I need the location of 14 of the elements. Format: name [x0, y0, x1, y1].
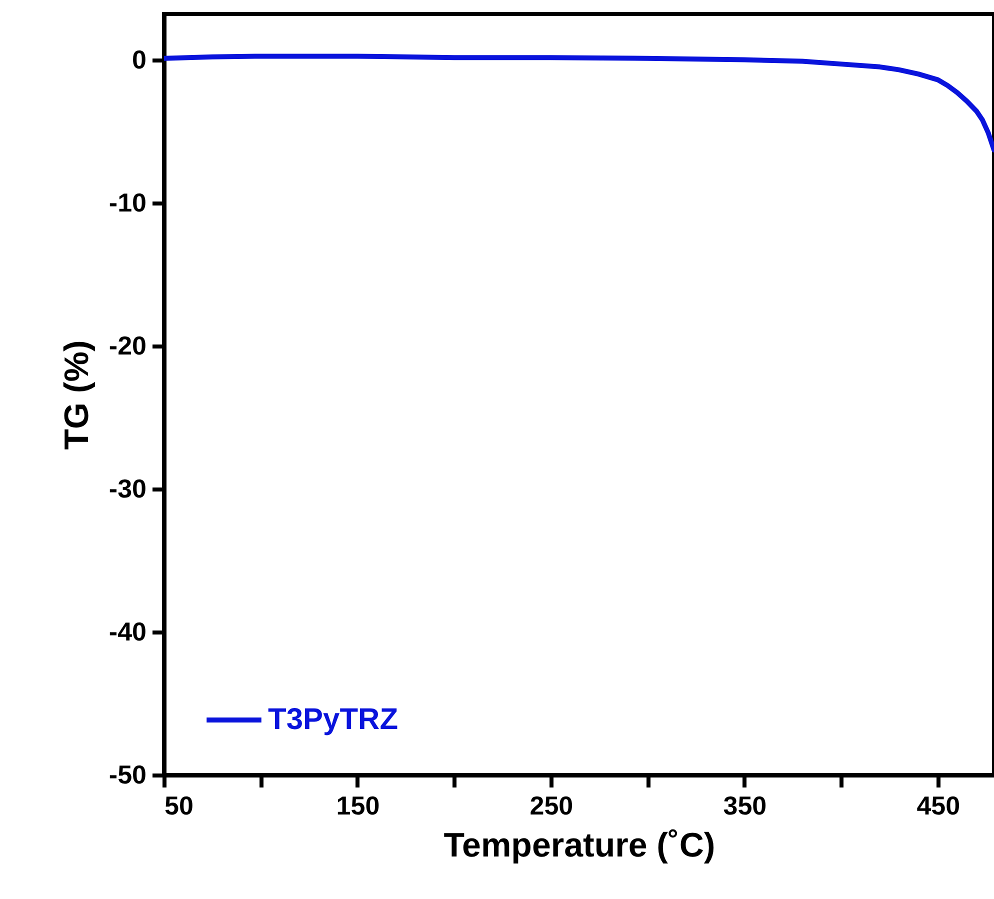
x-tick-label: 350 [723, 790, 767, 820]
y-tick-label: -40 [108, 616, 146, 646]
y-tick-label: -20 [108, 330, 146, 360]
y-tick-label: 0 [132, 44, 146, 74]
y-tick-label: -30 [108, 473, 146, 504]
x-tick-label: 450 [916, 790, 960, 820]
y-tick-label: -10 [108, 187, 146, 218]
y-tick-label: -50 [108, 760, 146, 790]
x-axis-title: Temperature (˚C) [444, 826, 716, 864]
x-tick-label: 50 [164, 790, 194, 820]
legend-label: T3PyTRZ [268, 703, 398, 736]
x-tick-label: 150 [336, 790, 380, 820]
x-tick-label: 250 [530, 790, 574, 820]
y-axis-title: TG (%) [58, 340, 96, 450]
